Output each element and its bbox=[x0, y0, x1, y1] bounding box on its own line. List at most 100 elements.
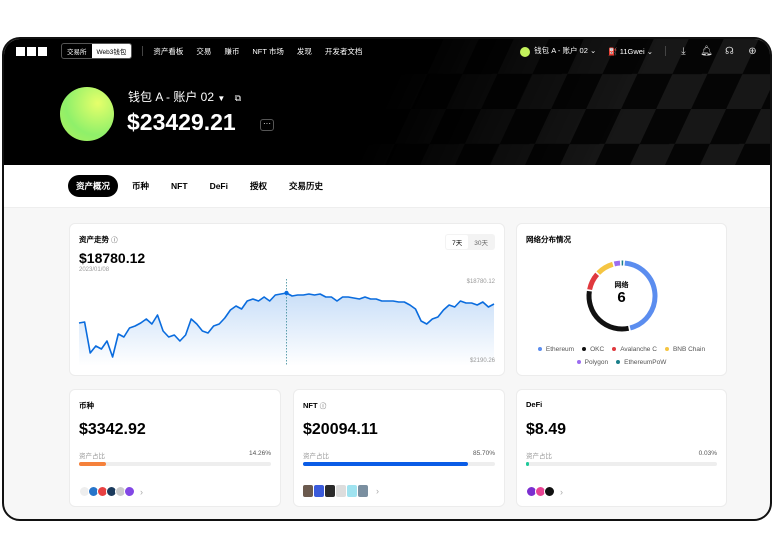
token-icon bbox=[124, 486, 135, 497]
divider bbox=[142, 46, 144, 56]
legend-dot bbox=[664, 347, 669, 352]
nft-thumbnail bbox=[336, 485, 346, 497]
asset-icons[interactable]: › bbox=[526, 486, 563, 497]
bell-icon[interactable]: 🔔︎ bbox=[700, 45, 713, 57]
nav-item-dashboard[interactable]: 资产看板 bbox=[153, 46, 184, 56]
share-bar-fill bbox=[526, 462, 529, 466]
share-percent: 85.70% bbox=[472, 450, 495, 457]
legend-item: OKC bbox=[582, 346, 604, 353]
asset-icons[interactable]: › bbox=[79, 486, 143, 497]
nft-thumbnail bbox=[347, 485, 357, 497]
summary-card-0[interactable]: 币种 $3342.92 资产占比 14.26% › bbox=[69, 389, 281, 507]
tab-approvals[interactable]: 授权 bbox=[249, 181, 267, 191]
nft-thumbnail bbox=[358, 485, 368, 497]
info-icon[interactable]: ⓘ bbox=[319, 403, 327, 410]
card-value: $3342.92 bbox=[79, 421, 146, 438]
legend-item: Ethereum bbox=[537, 346, 574, 353]
share-bar-fill bbox=[303, 462, 468, 466]
tab-history[interactable]: 交易历史 bbox=[289, 181, 324, 191]
divider bbox=[665, 46, 666, 56]
donut-count: 6 bbox=[617, 289, 626, 306]
chevron-right-icon[interactable]: › bbox=[376, 486, 379, 496]
wallet-name: 钱包 A - 账户 02 bbox=[128, 90, 215, 104]
share-label: 资产占比 bbox=[526, 453, 552, 460]
share-percent: 0.03% bbox=[698, 450, 717, 457]
account-selector[interactable]: 钱包 A - 账户 02 ⌄ bbox=[520, 45, 597, 57]
card-value: $20094.11 bbox=[303, 421, 378, 438]
legend-dot bbox=[576, 360, 581, 365]
legend-dot bbox=[582, 347, 587, 352]
tab-defi[interactable]: DeFi bbox=[209, 181, 228, 191]
tab-nft[interactable]: NFT bbox=[171, 181, 188, 191]
mode-web3-wallet[interactable]: Web3钱包 bbox=[91, 44, 132, 58]
nav-item-earn[interactable]: 赚币 bbox=[224, 46, 240, 56]
header: 交易所 Web3钱包 资产看板 交易 赚币 NFT 市场 发现 开发者文档 钱包… bbox=[4, 39, 770, 165]
caret-down-icon: ▼ bbox=[217, 94, 226, 103]
share-label: 资产占比 bbox=[303, 453, 329, 460]
trend-date: 2023/01/08 bbox=[79, 267, 110, 273]
legend-dot bbox=[537, 347, 542, 352]
mode-switch: 交易所 Web3钱包 bbox=[61, 43, 133, 59]
donut-slice-avalanche-c[interactable] bbox=[587, 272, 600, 291]
nft-thumbnail bbox=[325, 485, 335, 497]
donut-slice-okc[interactable] bbox=[586, 290, 630, 332]
okx-logo[interactable] bbox=[16, 46, 47, 56]
tab-tokens[interactable]: 币种 bbox=[132, 181, 150, 191]
wallet-selector[interactable]: 钱包 A - 账户 02 ▼ ⧉ bbox=[128, 88, 241, 105]
chevron-right-icon[interactable]: › bbox=[140, 486, 143, 497]
asset-icons[interactable]: › bbox=[303, 485, 379, 497]
chevron-down-icon: ⌄ bbox=[646, 46, 653, 56]
range-switch: 7天 30天 bbox=[445, 234, 495, 250]
nav-item-dev-docs[interactable]: 开发者文档 bbox=[324, 46, 363, 56]
token-icon bbox=[544, 486, 555, 497]
headset-icon[interactable]: ☊ bbox=[725, 45, 734, 57]
hover-point bbox=[284, 290, 289, 296]
network-card: 网络分布情况 网络 6 Ethereum OKC Avalanche C BNB Ch… bbox=[516, 223, 727, 376]
legend-dot bbox=[616, 360, 621, 365]
legend-dot bbox=[612, 347, 617, 352]
globe-icon[interactable]: ⊕ bbox=[748, 45, 757, 57]
tab-bar: 资产概况 币种 NFT DeFi 授权 交易历史 bbox=[4, 165, 770, 208]
nav-item-nft-market[interactable]: NFT 市场 bbox=[252, 46, 284, 56]
nft-thumbnail bbox=[303, 485, 313, 497]
max-label: $18780.12 bbox=[466, 279, 495, 285]
trend-area bbox=[79, 293, 494, 366]
trend-value: $18780.12 bbox=[79, 250, 146, 266]
card-value: $8.49 bbox=[526, 421, 567, 438]
copy-icon[interactable]: ⧉ bbox=[234, 93, 242, 103]
nav-item-trade[interactable]: 交易 bbox=[196, 46, 212, 56]
donut-slice-bnb-chain[interactable] bbox=[596, 261, 614, 275]
card-title: 币种 bbox=[79, 401, 94, 410]
legend-row: Polygon EthereumPoW bbox=[517, 359, 726, 366]
share-bar bbox=[526, 462, 717, 466]
share-label: 资产占比 bbox=[79, 453, 105, 460]
legend-row: Ethereum OKC Avalanche C BNB Chain bbox=[517, 346, 726, 353]
top-nav: 交易所 Web3钱包 资产看板 交易 赚币 NFT 市场 发现 开发者文档 钱包… bbox=[4, 39, 770, 63]
chevron-down-icon: ⌄ bbox=[590, 46, 597, 56]
download-icon[interactable]: ⤓ bbox=[681, 45, 686, 57]
trend-chart[interactable] bbox=[70, 224, 506, 377]
summary-card-1[interactable]: NFT ⓘ $20094.11 资产占比 85.70% › bbox=[293, 389, 505, 507]
trend-title: 资产走势 ⓘ bbox=[79, 235, 118, 244]
gas-pump-icon: ⛽ bbox=[608, 46, 618, 56]
min-label: $2190.26 bbox=[469, 358, 495, 364]
app-window: 交易所 Web3钱包 资产看板 交易 赚币 NFT 市场 发现 开发者文档 钱包… bbox=[2, 37, 772, 521]
gas-selector[interactable]: ⛽ 11Gwei ⌄ bbox=[608, 47, 653, 56]
mode-exchange[interactable]: 交易所 bbox=[67, 49, 87, 56]
range-7d[interactable]: 7天 bbox=[446, 235, 469, 249]
info-icon[interactable]: ⓘ bbox=[111, 237, 118, 244]
share-bar bbox=[79, 462, 271, 466]
summary-card-2[interactable]: DeFi $8.49 资产占比 0.03% › bbox=[516, 389, 727, 507]
account-name: 钱包 A - 账户 02 bbox=[534, 46, 588, 56]
tab-overview[interactable]: 资产概况 bbox=[68, 175, 119, 197]
more-button[interactable]: ··· bbox=[260, 119, 274, 131]
range-30d[interactable]: 30天 bbox=[474, 240, 488, 247]
donut-slice-ethereum[interactable] bbox=[624, 260, 658, 331]
account-avatar bbox=[520, 46, 531, 57]
legend-item: Avalanche C bbox=[612, 346, 657, 353]
share-percent: 14.26% bbox=[248, 450, 271, 457]
share-bar-fill bbox=[79, 462, 107, 466]
donut-slice-polygon[interactable] bbox=[613, 260, 621, 267]
nav-item-discover[interactable]: 发现 bbox=[296, 46, 312, 56]
chevron-right-icon[interactable]: › bbox=[560, 486, 563, 497]
